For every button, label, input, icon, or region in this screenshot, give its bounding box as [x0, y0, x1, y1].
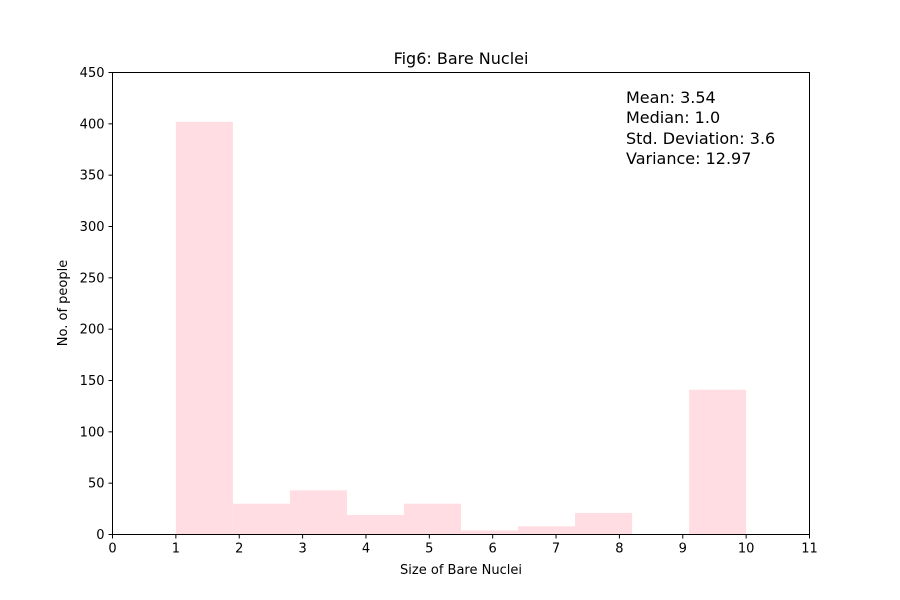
chart-title: Fig6: Bare Nuclei [394, 49, 529, 68]
x-tick-label-3: 3 [298, 542, 306, 557]
y-tick-label-6: 300 [80, 220, 105, 235]
y-axis-label: No. of people [56, 260, 71, 346]
stat-variance: Variance: 12.97 [626, 149, 751, 168]
histogram-bar-3 [346, 514, 404, 535]
x-axis-label: Size of Bare Nuclei [400, 563, 522, 578]
histogram-bar-1 [232, 503, 290, 535]
y-tick-label-5: 250 [80, 271, 105, 286]
x-tick-label-1: 1 [172, 542, 180, 557]
histogram-bar-7 [575, 512, 633, 535]
x-tick-label-6: 6 [489, 542, 497, 557]
y-tick-label-9: 450 [80, 66, 105, 81]
y-tick-label-0: 0 [96, 528, 104, 543]
histogram-bars [175, 121, 747, 535]
stat-median: Median: 1.0 [626, 108, 720, 127]
summary-statistics: Mean: 3.54 Median: 1.0 Std. Deviation: 3… [626, 88, 775, 168]
x-tick-label-10: 10 [738, 542, 755, 557]
x-tick-label-2: 2 [235, 542, 243, 557]
x-tick-label-0: 0 [108, 542, 116, 557]
y-tick-label-1: 50 [88, 477, 105, 492]
x-tick-label-9: 9 [679, 542, 687, 557]
x-tick-label-11: 11 [801, 542, 818, 557]
x-tick-label-8: 8 [615, 542, 623, 557]
histogram-bar-9 [689, 389, 747, 535]
y-tick-label-8: 400 [80, 117, 105, 132]
histogram-bar-0 [175, 121, 233, 535]
plot-area-frame [112, 72, 810, 535]
y-tick-label-3: 150 [80, 374, 105, 389]
histogram-bar-4 [403, 503, 461, 535]
histogram-bar-5 [461, 530, 519, 535]
x-tick-label-7: 7 [552, 542, 560, 557]
x-tick-label-5: 5 [425, 542, 433, 557]
histogram-bar-2 [289, 490, 347, 535]
y-tick-label-4: 200 [80, 323, 105, 338]
stat-std-deviation: Std. Deviation: 3.6 [626, 129, 775, 148]
y-tick-label-2: 100 [80, 425, 105, 440]
x-tick-label-4: 4 [362, 542, 370, 557]
histogram-bar-6 [518, 526, 576, 535]
y-tick-label-7: 350 [80, 169, 105, 184]
y-axis-ticks: 0 50 100 150 200 250 300 350 400 450 [80, 66, 113, 543]
x-axis-ticks: 0 1 2 3 4 5 6 7 8 9 10 11 [108, 534, 818, 557]
stat-mean: Mean: 3.54 [626, 88, 716, 107]
